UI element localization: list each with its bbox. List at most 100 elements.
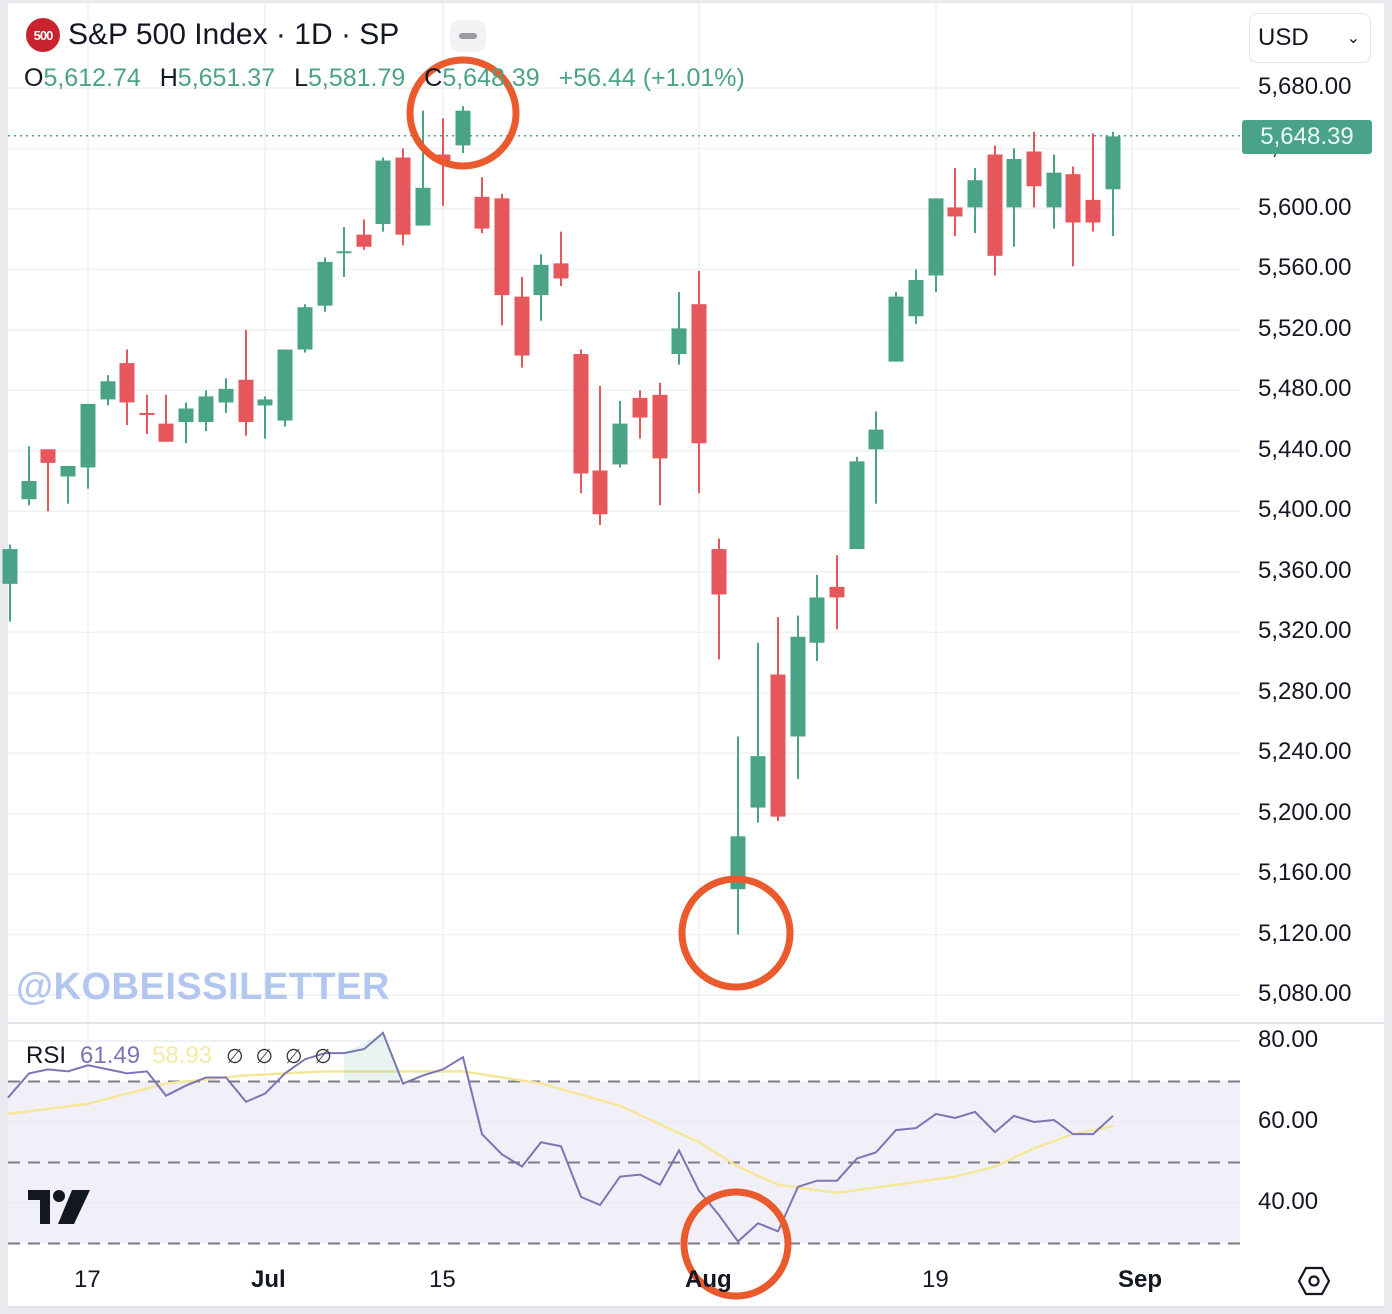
candle-body [100,381,116,400]
candle-body [711,549,727,595]
price-tick-label: 5,680.00 [1258,73,1352,100]
empty-value-icon: ∅ [284,1046,303,1068]
candle-body [573,354,589,474]
candle-body [1006,159,1022,208]
candle-body [533,264,549,296]
low-value: 5,581.79 [307,64,406,92]
candle-body [178,408,194,423]
tradingview-logo-icon [28,1190,90,1224]
close-label: C [424,64,443,92]
price-tick-label: 5,080.00 [1258,980,1352,1008]
symbol-title[interactable]: S&P 500 Index · 1D · SP [68,18,400,51]
rsi-label[interactable]: RSI [26,1042,67,1069]
candle-body [1085,199,1101,223]
candle-body [1065,174,1081,223]
candle-body [40,449,56,463]
time-tick-label: Sep [1118,1266,1163,1293]
empty-value-icon: ∅ [314,1046,332,1068]
time-tick-label: 17 [74,1266,101,1293]
candle-body [514,296,530,356]
time-tick-label: 15 [429,1266,456,1293]
rsi-line [7,1031,1114,1243]
candle-body [809,597,825,643]
rsi-legend: RSI 61.49 58.93 ∅ ∅ ∅ ∅ [26,1042,344,1070]
candle-body [612,423,628,465]
candle-body [592,470,608,515]
rsi-tick-label: 40.00 [1258,1188,1319,1215]
rsi-tick-label: 80.00 [1258,1026,1319,1053]
currency-value: USD [1258,24,1309,51]
change-value: +56.44 (+1.01%) [558,64,745,92]
empty-value-icon: ∅ [255,1046,273,1068]
sp500-logo-icon: 500 [26,18,60,52]
candle-body [1105,136,1121,190]
candle-body [849,461,865,550]
candle-body [671,328,687,355]
candle-body [829,586,845,598]
candle-body [435,154,451,161]
price-tick-label: 5,480.00 [1258,375,1352,403]
candle-body [257,399,273,406]
candle-body [632,397,648,418]
overbought-fill [344,1032,403,1082]
candle-body [908,279,924,317]
time-tick-label: 19 [922,1266,949,1293]
candle-body [238,379,254,423]
open-label: O [24,64,44,92]
minus-icon [459,33,477,39]
open-value: 5,612.74 [43,64,141,92]
candle-body [494,198,510,296]
candle-body [691,304,707,444]
candle-body [277,349,293,421]
currency-select[interactable]: USD ⌄ [1249,13,1371,63]
chevron-down-icon: ⌄ [1346,30,1360,47]
candle-body [356,234,372,247]
candle-body [1026,151,1042,187]
high-label: H [159,64,178,92]
price-tick-label: 5,360.00 [1258,556,1352,584]
price-tick-label: 5,280.00 [1258,677,1352,705]
watermark: @KOBEISSILETTER [16,966,390,1008]
price-tick-label: 5,520.00 [1258,314,1352,342]
candle-body [967,180,983,208]
price-tick-label: 5,440.00 [1258,435,1352,463]
price-tick-label: 5,560.00 [1258,254,1352,282]
low-label: L [294,64,308,92]
candle-body [455,110,471,146]
candle-body [2,549,18,584]
price-tick-label: 5,600.00 [1258,193,1352,221]
price-tick-label: 5,400.00 [1258,496,1352,524]
candle-body [1046,172,1062,208]
candle-body [60,465,76,477]
price-tick-label: 5,200.00 [1258,798,1352,826]
candle-body [297,307,313,350]
high-value: 5,651.37 [177,64,276,92]
candle-body [415,187,431,226]
price-tick-label: 5,240.00 [1258,738,1352,766]
hexagon-gear-icon[interactable] [1297,1264,1331,1298]
rsi-tick-label: 60.00 [1258,1107,1319,1134]
candle-body [21,481,37,500]
candle-body [790,636,806,737]
rsi-ma-line [7,1070,1114,1195]
candle-body [80,403,96,468]
annotation-circle [678,875,794,991]
close-value: 5,648.39 [442,64,540,92]
candle-body [218,388,234,403]
candle-body [652,394,668,459]
collapse-legend-button[interactable] [450,20,486,52]
candle-body [474,196,490,229]
price-tick-label: 5,120.00 [1258,919,1352,947]
candle-body [553,263,569,279]
candle-body [947,207,963,217]
ohlc-legend: O5,612.74 H5,651.37 L5,581.79 C5,648.39 … [24,64,745,93]
candle-body [868,429,884,450]
time-tick-label: Jul [251,1266,286,1293]
annotation-circle [406,56,520,170]
annotation-circle [680,1188,792,1300]
candle-body [336,251,352,254]
candle-body [987,154,1003,256]
chart-title: 500 S&P 500 Index · 1D · SP [26,18,399,52]
price-tick-label: 5,320.00 [1258,617,1352,645]
